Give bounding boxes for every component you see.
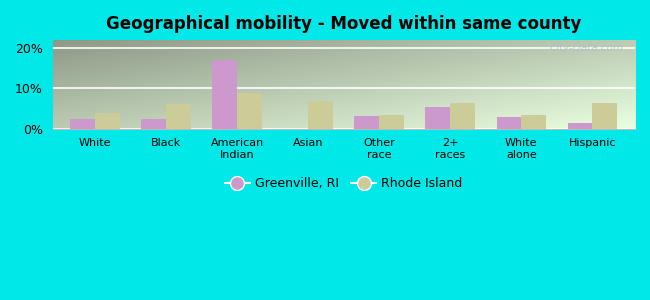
Bar <box>166 104 191 129</box>
Bar <box>380 115 404 129</box>
Bar <box>426 106 450 129</box>
Bar <box>450 103 475 129</box>
Bar <box>354 116 380 129</box>
Bar <box>70 119 95 129</box>
Bar <box>567 123 592 129</box>
Bar <box>308 101 333 129</box>
Bar <box>213 60 237 129</box>
Title: Geographical mobility - Moved within same county: Geographical mobility - Moved within sam… <box>106 15 582 33</box>
Bar <box>497 118 521 129</box>
Text: City-Data.com: City-Data.com <box>549 43 623 53</box>
Bar <box>521 115 546 129</box>
Bar <box>592 103 617 129</box>
Bar <box>142 119 166 129</box>
Bar <box>237 93 262 129</box>
Legend: Greenville, RI, Rhode Island: Greenville, RI, Rhode Island <box>220 172 467 195</box>
Bar <box>95 113 120 129</box>
